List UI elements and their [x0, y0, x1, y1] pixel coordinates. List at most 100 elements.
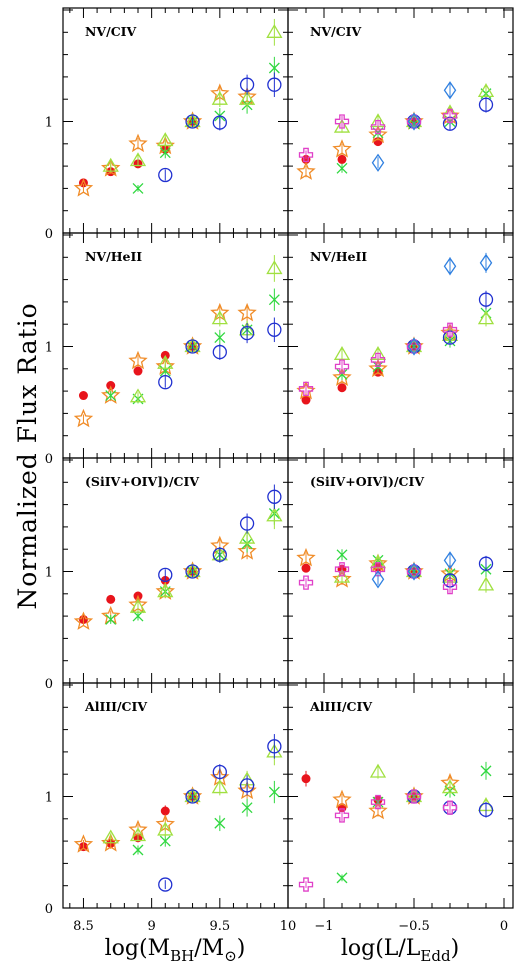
y-tick-label: 1	[45, 791, 53, 806]
series-lime	[129, 502, 283, 613]
point-blue	[478, 97, 494, 112]
y-tick-label: 0	[45, 902, 53, 917]
panel-frame	[287, 232, 514, 459]
series-orange	[332, 772, 460, 820]
point-lightblue	[407, 337, 421, 356]
point-lime	[129, 827, 147, 842]
point-magenta	[298, 575, 314, 590]
point-magenta	[298, 877, 314, 892]
point-lime	[477, 83, 495, 98]
panel-frame	[287, 7, 514, 234]
point-lightblue	[479, 253, 493, 273]
point-blue	[212, 764, 227, 780]
point-magenta	[370, 119, 386, 135]
point-green	[268, 294, 280, 306]
series-blue	[158, 484, 282, 582]
y-tick-label: 0	[45, 677, 53, 692]
panel-title: NV/HeII	[85, 249, 142, 264]
point-lime	[157, 354, 174, 369]
point-green	[159, 147, 171, 159]
point-green	[105, 613, 117, 625]
panel-right-1: NV/HeII	[287, 232, 514, 459]
point-blue	[185, 114, 200, 129]
y-tick-label: 1	[45, 116, 53, 131]
point-orange	[332, 789, 352, 809]
point-green	[159, 835, 171, 847]
point-blue	[239, 325, 255, 341]
point-orange	[101, 158, 121, 177]
point-lightblue	[443, 81, 457, 100]
point-green	[268, 786, 280, 798]
series-lightblue	[371, 551, 457, 589]
series-orange	[73, 535, 257, 630]
point-blue	[239, 77, 255, 92]
point-orange	[368, 800, 388, 820]
panel-frame	[62, 7, 289, 234]
series-lightblue	[371, 81, 457, 172]
x-label-left-mid: /M	[194, 936, 224, 961]
panel-title: NV/CIV	[310, 24, 361, 39]
point-green	[214, 332, 226, 344]
point-blue	[185, 564, 200, 579]
point-magenta	[406, 789, 422, 804]
point-green	[480, 765, 492, 777]
point-green	[132, 182, 144, 194]
panel-title: (SiIV+OIV])/CIV	[310, 474, 424, 489]
point-lightblue	[407, 112, 421, 131]
point-orange	[332, 367, 352, 386]
point-magenta	[370, 562, 386, 577]
series-red	[78, 117, 198, 188]
point-green	[105, 390, 117, 402]
point-orange	[332, 569, 352, 588]
panel-title: AlIII/CIV	[84, 699, 147, 714]
point-blue	[267, 739, 282, 754]
x-tick-label: 8.5	[73, 919, 94, 934]
x-tick-label: 0	[500, 919, 508, 934]
point-magenta	[334, 114, 350, 129]
point-magenta	[442, 579, 458, 595]
panel-title: NV/HeII	[310, 249, 367, 264]
point-green	[241, 802, 253, 814]
y-tick-label: 0	[45, 227, 53, 242]
series-magenta	[298, 322, 458, 397]
point-orange	[73, 408, 94, 428]
series-blue	[158, 317, 282, 390]
series-magenta	[298, 108, 458, 163]
point-blue	[158, 167, 173, 183]
point-blue	[478, 802, 494, 818]
point-orange	[128, 133, 148, 153]
x-label-right-main: log(L/L	[341, 936, 421, 961]
point-magenta	[406, 564, 422, 579]
point-blue	[478, 292, 494, 307]
panel-right-2: (SiIV+OIV])/CIV	[287, 457, 514, 684]
panel-right-3: −1 −0.5 0 AlIII/CIV	[287, 682, 514, 934]
point-red	[337, 154, 347, 164]
point-magenta	[334, 359, 350, 374]
point-blue	[267, 77, 282, 92]
x-label-right-end: )	[451, 936, 460, 961]
x-label-left-end: )	[237, 936, 246, 961]
point-magenta	[298, 147, 314, 163]
point-green	[268, 62, 280, 74]
x-tick-label: 10	[280, 919, 297, 934]
panel-left-3: 0 1 8.5 9 9.5 10 AlIII/CIV	[45, 682, 297, 934]
point-blue	[267, 489, 282, 504]
series-lime	[369, 763, 495, 814]
point-lime	[333, 346, 351, 360]
point-orange	[296, 161, 316, 180]
panel-title: (SiIV+OIV])/CIV	[85, 474, 199, 489]
point-magenta	[298, 381, 314, 397]
point-orange	[237, 541, 257, 560]
point-lime	[266, 260, 283, 275]
series-red	[301, 562, 419, 576]
panel-frame	[62, 682, 289, 909]
point-lime	[102, 157, 119, 172]
point-lime	[129, 152, 147, 167]
point-lime	[266, 507, 283, 522]
y-tick-label: 0	[45, 452, 53, 467]
point-lime	[157, 821, 174, 836]
point-blue	[239, 516, 255, 531]
point-blue	[185, 339, 200, 354]
point-orange	[73, 834, 94, 853]
